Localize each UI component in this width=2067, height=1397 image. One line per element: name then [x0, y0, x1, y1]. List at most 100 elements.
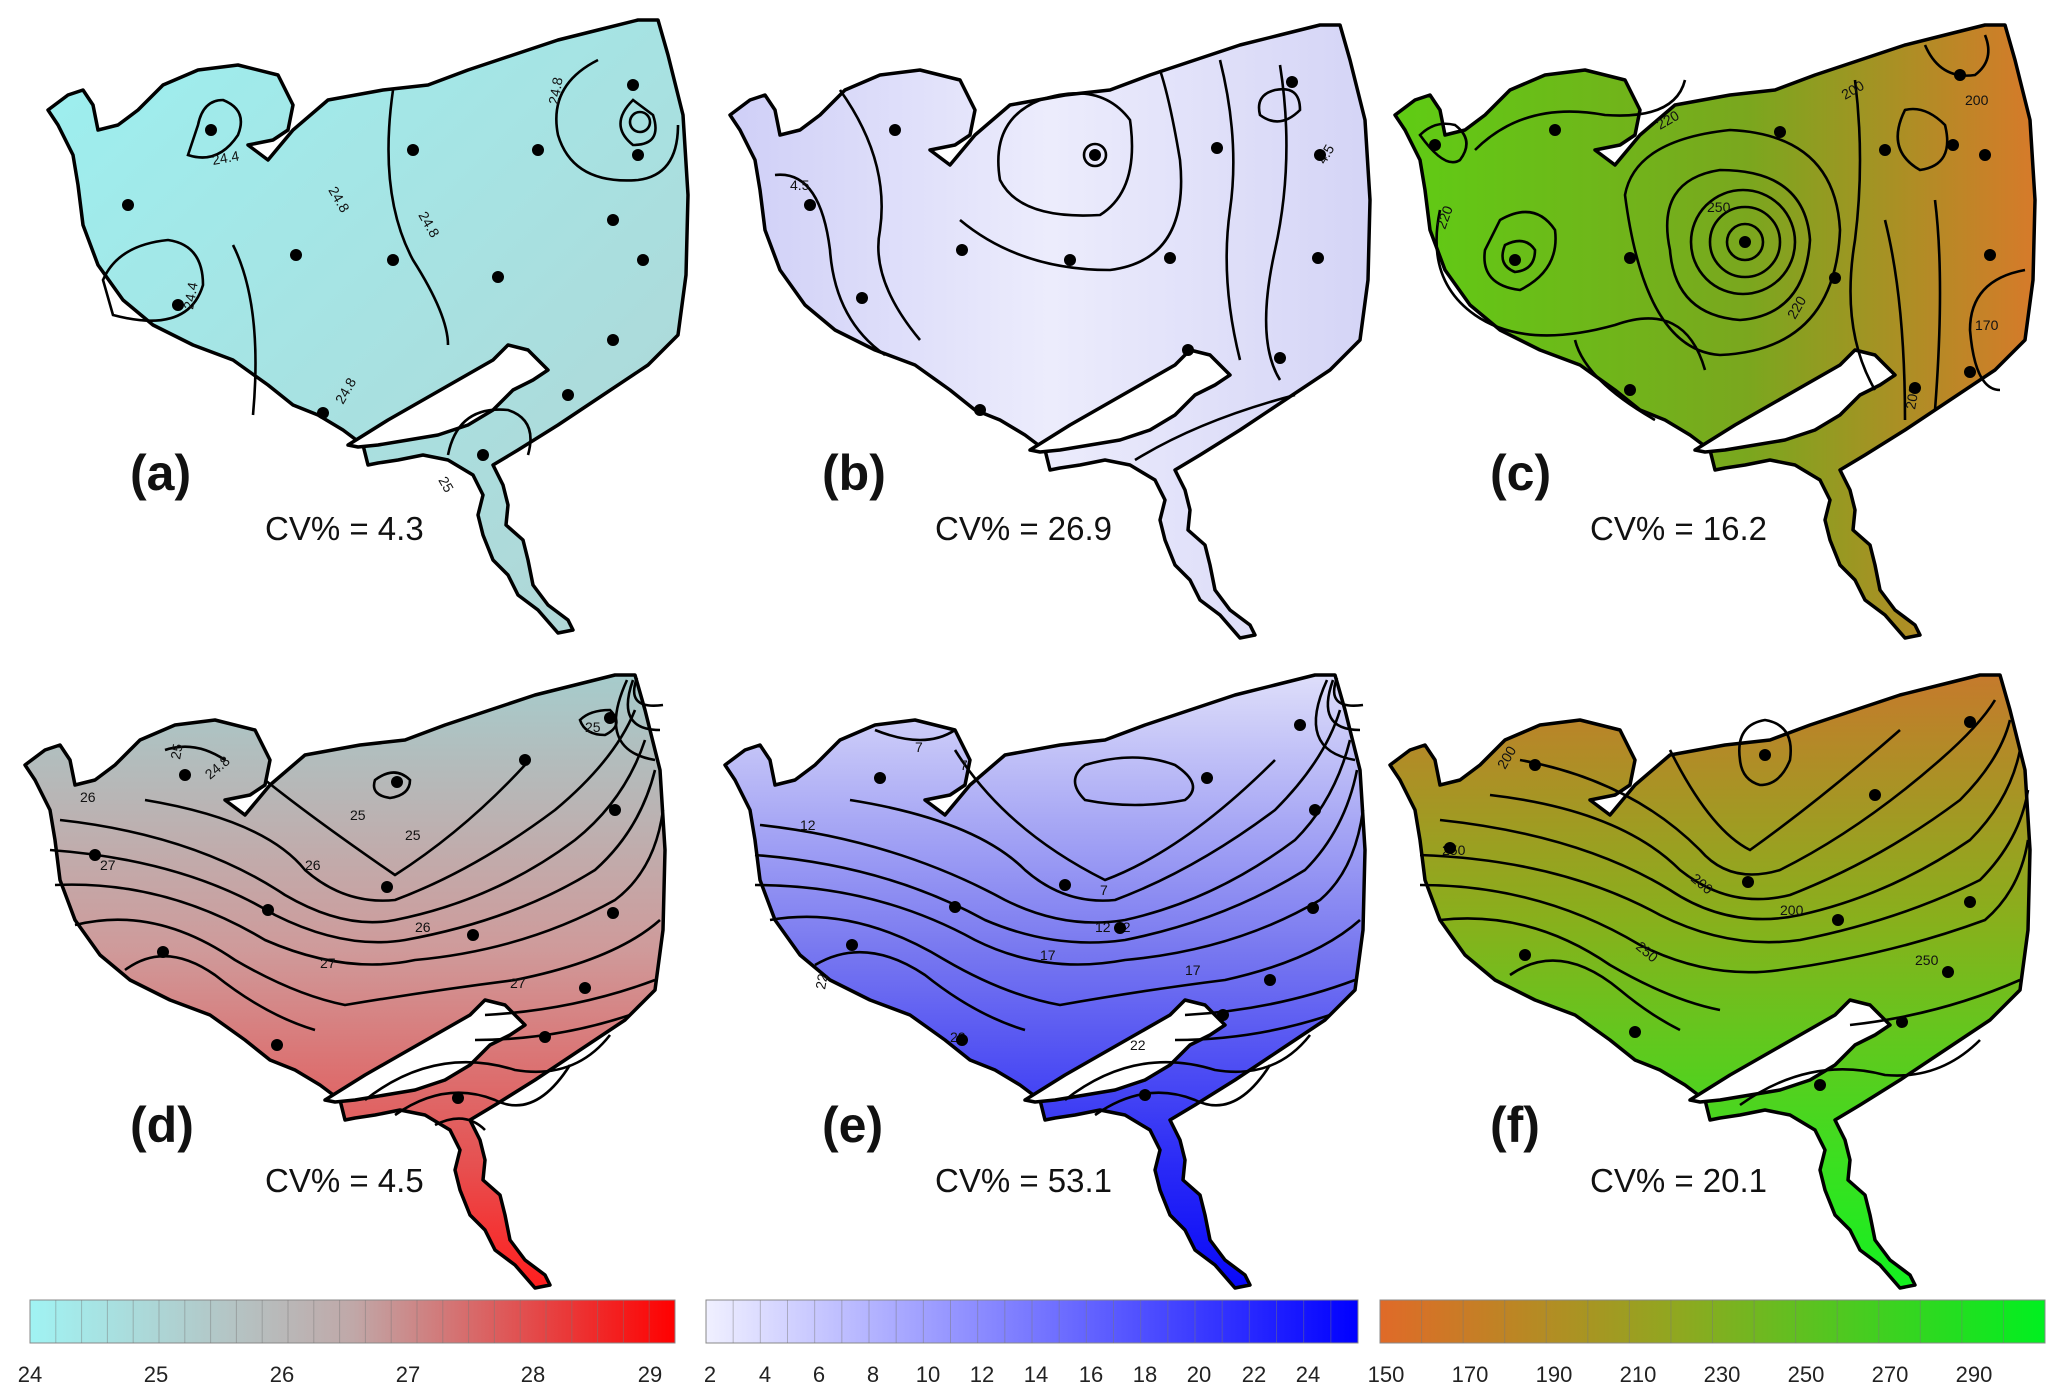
tick-label: 24: [1296, 1362, 1320, 1387]
tick-label: 12: [970, 1362, 994, 1387]
stations: [1429, 69, 1996, 396]
colorbar-1: 24 25 26 27 28 29: [18, 1299, 676, 1387]
colorbar-1-ticks: [55, 1300, 650, 1343]
contours: [754, 677, 1365, 1117]
tick-label: 24: [18, 1362, 42, 1387]
contour-label: 25: [435, 474, 457, 496]
tick-label: 250: [1788, 1362, 1825, 1387]
contour-label: 7: [960, 757, 968, 773]
panel-label-f: (f): [1490, 1097, 1540, 1153]
contour-label: 25: [405, 827, 421, 843]
tick-label: 18: [1133, 1362, 1157, 1387]
stations: [846, 719, 1321, 1101]
contour-label: 27: [100, 857, 116, 873]
tick-label: 2: [704, 1362, 716, 1387]
tick-label: 10: [916, 1362, 940, 1387]
cv-value-e: CV% = 53.1: [935, 1162, 1112, 1199]
tick-label: 25: [144, 1362, 168, 1387]
contour-label: 12: [1095, 919, 1111, 935]
tick-label: 29: [638, 1362, 662, 1387]
contour-label: 24.4: [180, 281, 201, 311]
map-panel-c: 220 250 200 200 220 220 170 200: [1393, 23, 2037, 640]
contour-label: 17: [1040, 947, 1056, 963]
colorbar-3-ticks: [1421, 1300, 2004, 1343]
contour-label: 250: [1707, 199, 1731, 215]
contour-label: 22: [1130, 1037, 1146, 1053]
tick-label: 4: [759, 1362, 771, 1387]
tick-label: 270: [1872, 1362, 1909, 1387]
colorbar-3-tick-labels: 150 170 190 210 230 250 270 290: [1368, 1362, 1993, 1387]
tick-label: 20: [1187, 1362, 1211, 1387]
panel-label-c: (c): [1490, 445, 1551, 501]
contour-label: 7: [915, 739, 923, 755]
colorbar-2-tick-labels: 2 4 6 8 10 12 14 16 18 20 22 24: [704, 1362, 1320, 1387]
contour-label: 26: [305, 857, 321, 873]
colorbar-2-ramp: [705, 1299, 1359, 1344]
tick-label: 8: [867, 1362, 879, 1387]
tick-label: 26: [270, 1362, 294, 1387]
colorbar-3-ramp: [1379, 1299, 2046, 1344]
contour-labels: 7 7 12 7 12 12 17 22 17 22 22: [800, 739, 1201, 1053]
map-panel-d: 25 24.8 25 26 25 25 26 27 26 27 27: [23, 673, 667, 1290]
contour-label: 22: [812, 972, 830, 990]
contours: [49, 677, 665, 1131]
contour-label: 7: [1100, 882, 1108, 898]
contour-label: 27: [320, 955, 336, 971]
map-panel-e: 7 7 12 7 12 12 17 22 17 22 22: [723, 673, 1367, 1290]
tick-label: 28: [521, 1362, 545, 1387]
contours: [1418, 34, 2026, 422]
contour-label: 24.8: [545, 76, 566, 106]
tick-label: 16: [1079, 1362, 1103, 1387]
stations: [1444, 716, 1976, 1091]
panel-label-d: (d): [130, 1097, 194, 1153]
tick-label: 22: [1242, 1362, 1266, 1387]
contour-label: 170: [1975, 317, 1999, 333]
tick-label: 27: [396, 1362, 420, 1387]
tick-label: 210: [1620, 1362, 1657, 1387]
contours: [1419, 699, 2030, 1107]
contour-label: 250: [1915, 952, 1939, 968]
colorbar-2: 2 4 6 8 10 12 14 16 18 20 22 24: [704, 1299, 1359, 1387]
cv-value-d: CV% = 4.5: [265, 1162, 424, 1199]
contour-label: 220: [1433, 203, 1456, 231]
contour-label: 25: [167, 742, 185, 760]
stations: [122, 79, 649, 461]
stations: [89, 712, 621, 1104]
contour-label: 24.4: [211, 147, 241, 168]
contour-labels: 25 24.8 25 26 25 25 26 27 26 27 27: [80, 719, 601, 991]
map-panel-f: 200 250 200 200 250 250: [1388, 673, 2032, 1290]
map-panel-a: 24.4 24.8 24.8 24.8 24.8 24.4 25: [46, 18, 690, 635]
contour-label: 200: [1780, 902, 1804, 918]
tick-label: 230: [1704, 1362, 1741, 1387]
tick-label: 290: [1956, 1362, 1993, 1387]
contours: [101, 58, 680, 456]
contour-label: 26: [80, 789, 96, 805]
cv-value-b: CV% = 26.9: [935, 510, 1112, 547]
colorbar-3: 150 170 190 210 230 250 270 290: [1368, 1299, 2046, 1387]
contour-label: 27: [510, 975, 526, 991]
panel-label-e: (e): [822, 1097, 883, 1153]
contour-label: 17: [1185, 962, 1201, 978]
cv-value-f: CV% = 20.1: [1590, 1162, 1767, 1199]
tick-label: 190: [1536, 1362, 1573, 1387]
contour-label: 4.5: [790, 177, 810, 193]
colorbar-2-ticks: [732, 1300, 1332, 1343]
map-panel-b: 4.5 4.5: [728, 23, 1372, 640]
tick-label: 150: [1368, 1362, 1405, 1387]
cv-value-a: CV% = 4.3: [265, 510, 424, 547]
cv-value-c: CV% = 16.2: [1590, 510, 1767, 547]
contour-label: 200: [1965, 92, 1989, 108]
contour-label: 12: [800, 817, 816, 833]
contour-label: 25: [585, 719, 601, 735]
tick-label: 14: [1024, 1362, 1048, 1387]
tick-label: 6: [813, 1362, 825, 1387]
contour-label: 26: [415, 919, 431, 935]
panel-label-a: (a): [130, 445, 191, 501]
contours: [774, 59, 1302, 462]
colorbar-1-tick-labels: 24 25 26 27 28 29: [18, 1362, 662, 1387]
colorbar-1-ramp: [29, 1299, 676, 1344]
contour-label: 25: [350, 807, 366, 823]
stations: [804, 76, 1326, 416]
tick-label: 170: [1452, 1362, 1489, 1387]
